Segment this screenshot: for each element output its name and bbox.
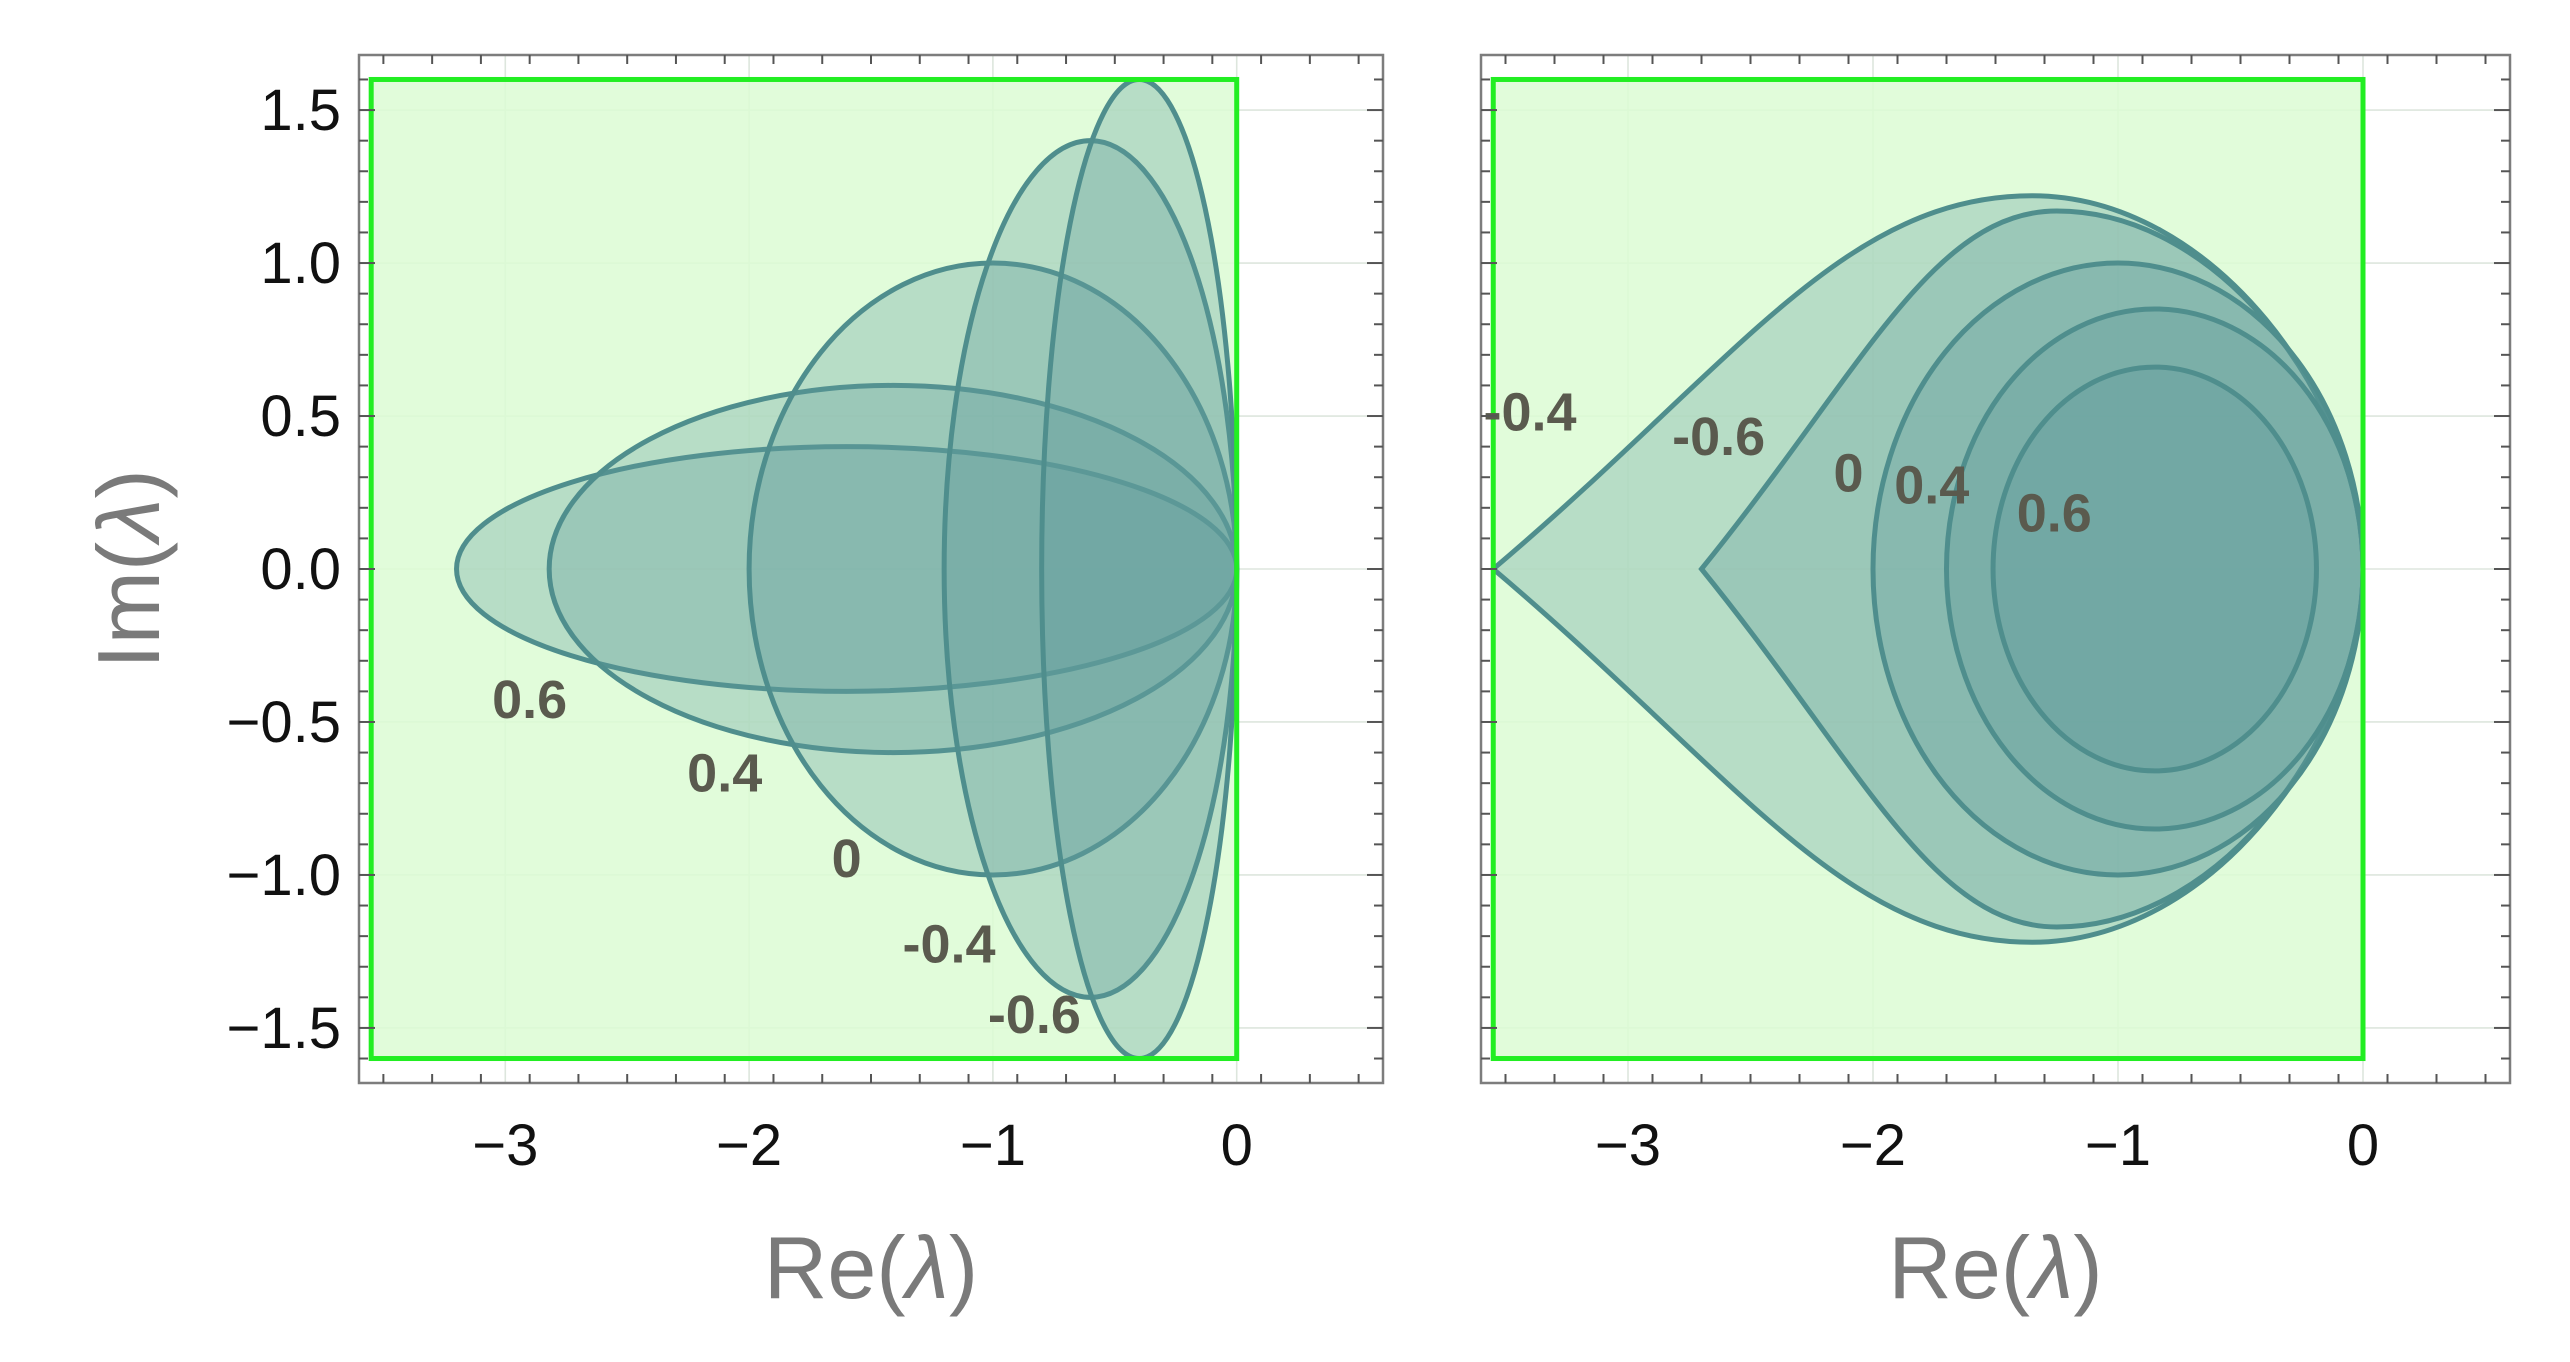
curve-0.6 bbox=[1990, 364, 2319, 774]
x-tick-label: −2 bbox=[716, 1113, 782, 1178]
y-axis-title-part: λ bbox=[79, 498, 178, 545]
x-axis-title-part: λ bbox=[2026, 1218, 2073, 1317]
curve--0.6 bbox=[1039, 76, 1240, 1062]
region-box-fill bbox=[1493, 79, 2363, 1059]
y-tick-label: 1.0 bbox=[260, 231, 341, 296]
x-axis-title: Re(λ) bbox=[764, 1218, 978, 1317]
x-tick-label: −3 bbox=[1595, 1113, 1661, 1178]
x-tick-label: −1 bbox=[960, 1113, 1026, 1178]
curve-labels: -0.4 -0.6 0 0.4 0.6 bbox=[1483, 382, 2091, 543]
x-axis: −3 −2 −1 0 bbox=[1504, 55, 2487, 1178]
x-axis-title-part: Re( bbox=[764, 1218, 906, 1317]
x-axis-title-part: ) bbox=[2073, 1218, 2102, 1317]
y-tick-label: 0.5 bbox=[260, 384, 341, 449]
x-tick-label: −1 bbox=[2085, 1113, 2151, 1178]
y-axis bbox=[1481, 78, 2510, 1060]
curves bbox=[454, 76, 1240, 1062]
curve-label-0: 0 bbox=[1833, 443, 1863, 503]
y-axis: −1.5 −1.0 −0.5 0.0 0.5 1.0 1.5 bbox=[227, 78, 1383, 1061]
left-panel: 0.60.40-0.4-0.6−3 −2 −1 0Re(λ)−1.5−1.0−0.50… bbox=[79, 53, 1385, 1317]
x-tick-label: −2 bbox=[1840, 1113, 1906, 1178]
y-tick-label: −0.5 bbox=[227, 690, 342, 755]
curve-label-0.6: 0.6 bbox=[2017, 483, 2092, 543]
y-tick-label: 0.0 bbox=[260, 537, 341, 602]
y-tick-label: −1.0 bbox=[227, 843, 342, 908]
x-tick-label: −3 bbox=[472, 1113, 538, 1178]
x-axis-title-part: ) bbox=[949, 1218, 978, 1317]
curve-label-0.4: 0.4 bbox=[687, 743, 762, 803]
x-axis: −3 −2 −1 0 bbox=[382, 55, 1360, 1178]
curve-label--0.6: -0.6 bbox=[1672, 407, 1765, 467]
x-tick-label: 0 bbox=[2347, 1113, 2379, 1178]
x-axis-title-part: λ bbox=[902, 1218, 949, 1317]
curve-label--0.4: -0.4 bbox=[1483, 382, 1576, 442]
curve-label-0.4: 0.4 bbox=[1894, 456, 1969, 516]
x-axis-title-part: Re( bbox=[1888, 1218, 2030, 1317]
curve-labels: 0.6 0.4 0 -0.4 -0.6 bbox=[492, 670, 1081, 1045]
curve-label--0.4: -0.4 bbox=[902, 915, 995, 975]
curve-label-0.6: 0.6 bbox=[492, 670, 567, 730]
y-tick-label: 1.5 bbox=[260, 78, 341, 143]
y-axis-title-part: Im( bbox=[79, 542, 178, 669]
y-tick-label: −1.5 bbox=[227, 996, 342, 1061]
curves bbox=[1489, 193, 2366, 945]
right-panel: -0.4 -0.6 0 0.4 0.6 −3 −2 −1 0 Re(λ) bbox=[1479, 53, 2512, 1317]
region-box-fill bbox=[371, 79, 1237, 1059]
curve-label--0.6: -0.6 bbox=[988, 985, 1081, 1045]
y-axis-title-part: ) bbox=[79, 469, 178, 498]
y-axis-title: Im(λ) bbox=[79, 469, 178, 669]
curve-label-0: 0 bbox=[832, 829, 862, 889]
x-axis-title: Re(λ) bbox=[1888, 1218, 2102, 1317]
x-tick-label: 0 bbox=[1221, 1113, 1253, 1178]
